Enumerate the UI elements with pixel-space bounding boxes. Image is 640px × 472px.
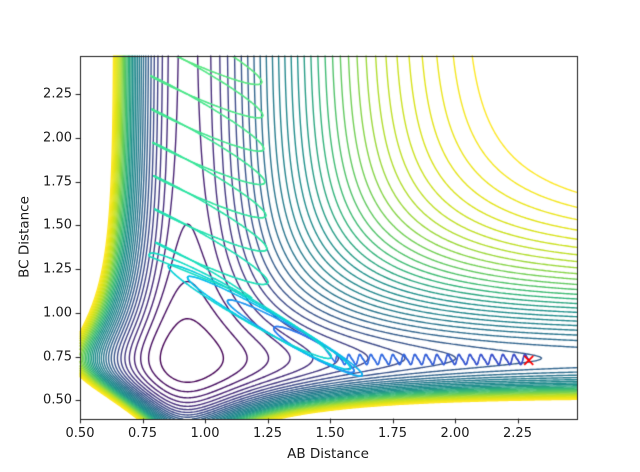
x-tick-label: 2.25 xyxy=(503,426,532,441)
y-axis-label: BC Distance xyxy=(16,196,33,278)
y-tick-label: 0.75 xyxy=(43,349,72,365)
y-tick-label: 1.50 xyxy=(43,217,72,233)
x-tick-label: 1.50 xyxy=(315,426,345,441)
x-tick-label: 0.75 xyxy=(128,426,157,441)
y-tick-label: 0.50 xyxy=(43,392,72,408)
y-tick-label: 2.25 xyxy=(43,86,72,102)
y-tick-label: 2.00 xyxy=(43,130,72,146)
x-axis-label: AB Distance xyxy=(287,446,369,462)
x-tick-label: 0.50 xyxy=(65,426,95,441)
x-tick-label: 1.75 xyxy=(378,426,407,441)
y-tick-label: 1.00 xyxy=(43,305,72,321)
x-tick-label: 1.00 xyxy=(190,426,220,441)
x-tick-label: 2.00 xyxy=(440,426,470,441)
y-tick-label: 1.25 xyxy=(43,261,72,277)
y-tick-label: 1.75 xyxy=(43,174,72,190)
x-tick-label: 1.25 xyxy=(253,426,282,441)
